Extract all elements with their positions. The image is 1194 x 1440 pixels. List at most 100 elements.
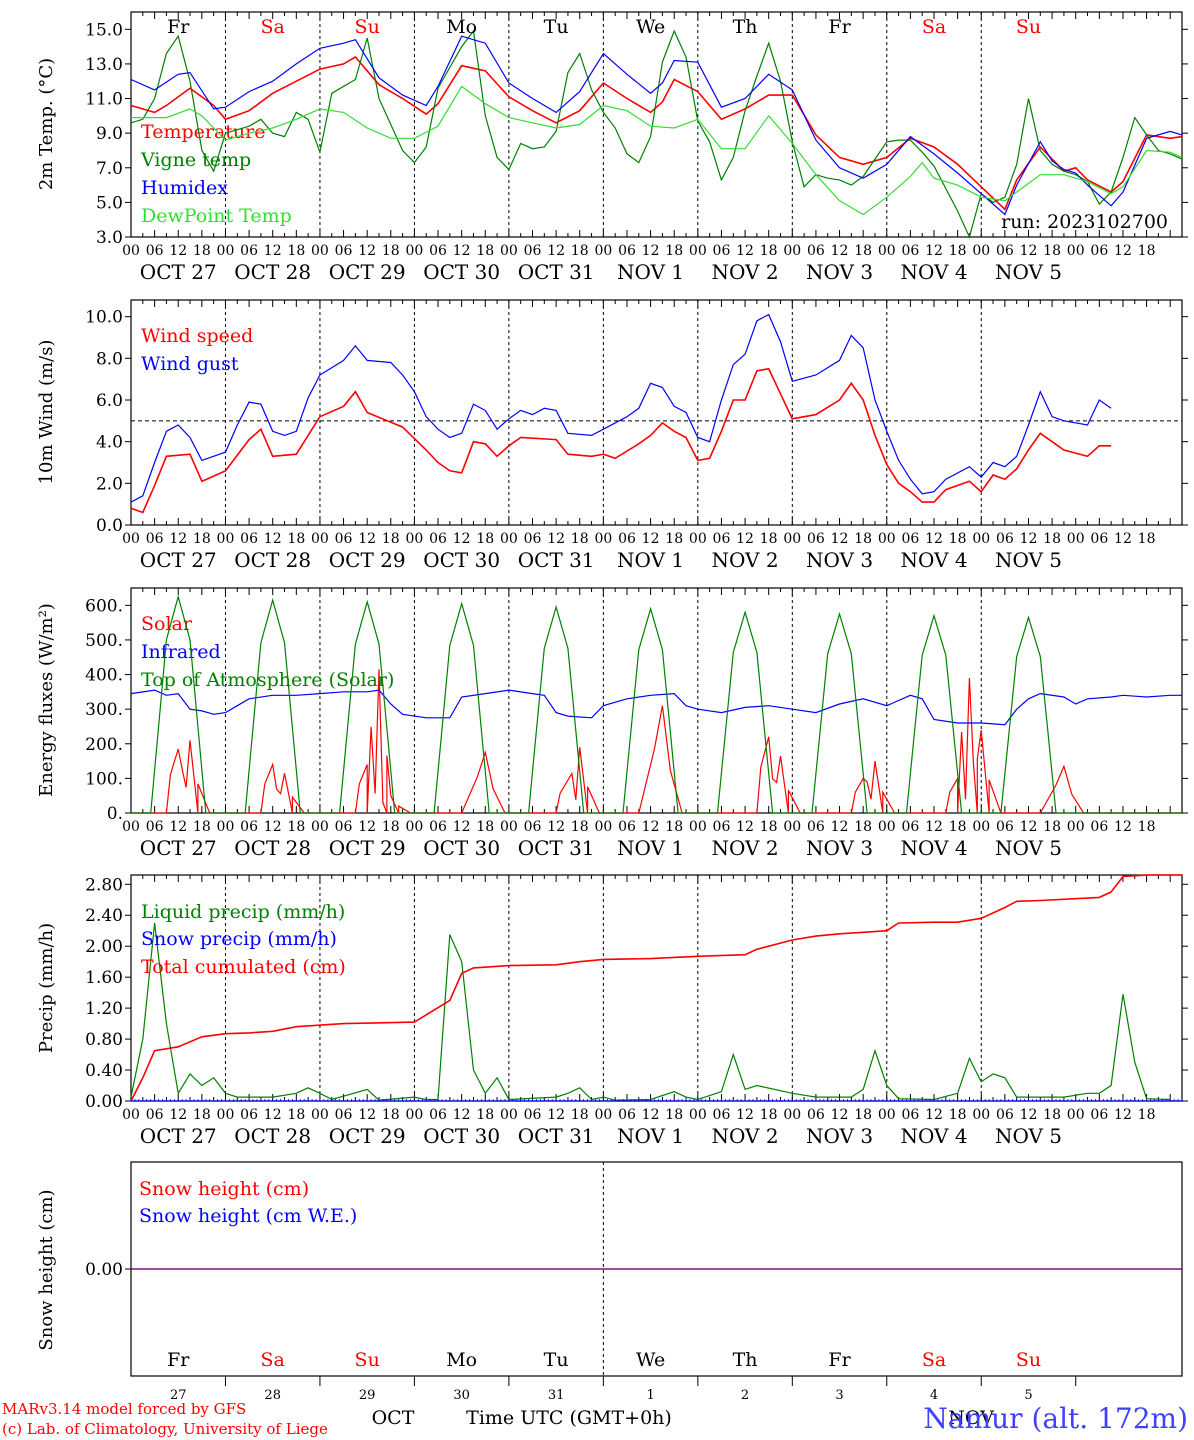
day-abbr-bottom: Sa: [922, 1349, 946, 1371]
day-abbr-bottom: Fr: [828, 1349, 851, 1371]
series-line: [131, 594, 1182, 814]
hour-label: 12: [831, 531, 849, 547]
date-label: NOV 5: [995, 548, 1062, 572]
hour-label: 18: [193, 531, 211, 547]
hour-label: 00: [311, 243, 329, 259]
hour-label: 00: [594, 243, 612, 259]
day-abbr: Su: [355, 16, 380, 38]
hour-label: 12: [831, 819, 849, 835]
day-abbr: Mo: [446, 16, 477, 38]
day-abbr-bottom: Fr: [167, 1349, 190, 1371]
time-axis-label: Time UTC (GMT+0h): [466, 1407, 672, 1429]
cumul-precip-legend: Total cumulated (cm): [141, 956, 346, 978]
run-label: run: 2023102700: [1001, 211, 1168, 233]
hour-label: 06: [807, 819, 825, 835]
series-line: [131, 85, 1183, 216]
date-label: OCT 27: [140, 1124, 217, 1148]
y-tick-label: 3.0: [96, 228, 123, 248]
y-tick-label: 2.0: [96, 474, 123, 494]
day-abbr-bottom: Mo: [446, 1349, 477, 1371]
y-tick-label: 9.0: [96, 124, 123, 144]
hour-label: 06: [618, 819, 636, 835]
panel-frame: [130, 299, 1183, 526]
hour-label: 18: [287, 1107, 305, 1123]
hour-label: 00: [311, 819, 329, 835]
hour-label: 06: [901, 531, 919, 547]
date-label: NOV 2: [712, 260, 779, 284]
day-number: 3: [835, 1388, 843, 1403]
humidex-legend: Humidex: [141, 177, 228, 199]
dewpoint-legend: DewPoint Temp: [141, 205, 292, 227]
y-axis-label: Energy fluxes (W/m²): [36, 603, 57, 797]
hour-label: 18: [1138, 243, 1156, 259]
hour-label: 18: [949, 531, 967, 547]
hour-label: 18: [571, 243, 589, 259]
hour-label: 06: [807, 531, 825, 547]
hour-label: 06: [996, 531, 1014, 547]
hour-label: 06: [429, 531, 447, 547]
hour-label: 06: [618, 1107, 636, 1123]
hour-label: 06: [1090, 819, 1108, 835]
hour-label: 12: [1114, 819, 1132, 835]
hour-label: 06: [618, 531, 636, 547]
hour-label: 12: [169, 531, 187, 547]
panel-frame: [130, 587, 1183, 814]
hour-label: 18: [760, 819, 778, 835]
date-label: OCT 29: [329, 548, 406, 572]
day-number: 5: [1024, 1388, 1032, 1403]
y-tick-label: 8.0: [96, 349, 123, 369]
hour-label: 12: [642, 243, 660, 259]
hour-label: 06: [713, 243, 731, 259]
date-label: NOV 5: [995, 260, 1062, 284]
liquid-precip-legend: Liquid precip (mm/h): [141, 901, 345, 923]
date-label: OCT 29: [329, 836, 406, 860]
hour-label: 12: [642, 1107, 660, 1123]
hour-label: 18: [1043, 243, 1061, 259]
hour-label: 06: [713, 1107, 731, 1123]
hour-label: 12: [547, 819, 565, 835]
y-tick-label: 10.0: [85, 308, 123, 328]
hour-label: 00: [594, 819, 612, 835]
date-label: NOV 3: [806, 548, 873, 572]
hour-label: 00: [1067, 819, 1085, 835]
hour-label: 12: [1114, 243, 1132, 259]
hour-label: 12: [169, 243, 187, 259]
y-axis-label: Snow height (cm): [36, 1189, 57, 1350]
hour-label: 06: [429, 1107, 447, 1123]
hour-label: 06: [335, 531, 353, 547]
date-label: NOV 5: [995, 1124, 1062, 1148]
snow-precip-legend: Snow precip (mm/h): [141, 928, 337, 950]
y-tick-label: 300.: [85, 700, 123, 720]
hour-label: 00: [311, 531, 329, 547]
date-label: NOV 1: [617, 548, 684, 572]
series-line: [130, 922, 1171, 1101]
hour-label: 12: [831, 243, 849, 259]
hour-label: 18: [382, 243, 400, 259]
hour-label: 00: [1067, 1107, 1085, 1123]
y-tick-label: 200.: [85, 735, 123, 755]
date-label: NOV 4: [900, 836, 967, 860]
hour-label: 00: [500, 243, 518, 259]
panel-frame: [130, 11, 1183, 238]
hour-label: 12: [547, 1107, 565, 1123]
day-abbr: Fr: [167, 16, 190, 38]
wind-speed-legend: Wind speed: [141, 325, 253, 347]
hour-label: 18: [665, 531, 683, 547]
hour-label: 00: [689, 531, 707, 547]
y-tick-label: 1.60: [85, 968, 123, 988]
day-abbr-bottom: Su: [1016, 1349, 1041, 1371]
series-line: [130, 689, 1182, 726]
hour-label: 00: [122, 819, 140, 835]
day-abbr: Sa: [922, 16, 946, 38]
hour-label: 00: [500, 819, 518, 835]
hour-label: 00: [594, 1107, 612, 1123]
hour-label: 06: [901, 1107, 919, 1123]
date-label: OCT 29: [329, 260, 406, 284]
hour-label: 06: [713, 819, 731, 835]
month-label-oct: OCT: [372, 1407, 415, 1429]
y-tick-label: 2.40: [85, 906, 123, 926]
hour-label: 00: [972, 819, 990, 835]
hour-label: 12: [736, 819, 754, 835]
day-number: 4: [930, 1388, 938, 1403]
date-label: OCT 27: [140, 548, 217, 572]
